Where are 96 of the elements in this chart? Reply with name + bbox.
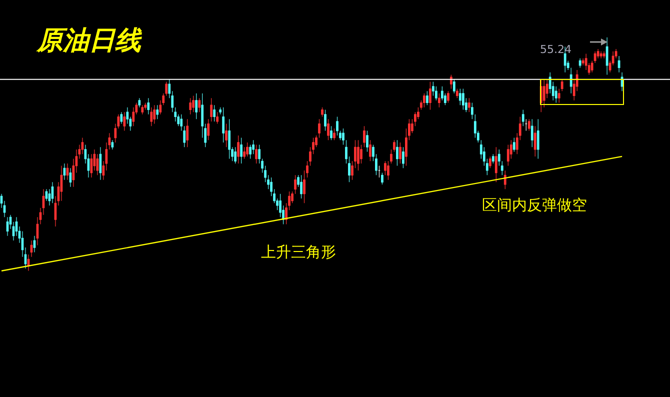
candlestick xyxy=(456,88,458,98)
candlestick xyxy=(446,90,450,104)
candlestick xyxy=(522,109,524,126)
candlestick xyxy=(534,126,536,157)
candlestick xyxy=(6,216,9,236)
candlestick xyxy=(378,166,380,178)
candlestick xyxy=(192,95,195,112)
candlestick xyxy=(249,144,252,160)
candlestick xyxy=(45,188,48,202)
candlestick xyxy=(225,123,228,148)
candlestick xyxy=(396,140,398,166)
candlestick xyxy=(33,236,36,253)
annotation: 上升三角形 xyxy=(261,243,336,261)
candlestick xyxy=(324,109,326,132)
candlestick xyxy=(195,93,198,120)
candlestick xyxy=(422,93,426,108)
candlestick xyxy=(357,140,360,171)
candlestick xyxy=(213,104,216,122)
candlestick xyxy=(153,104,156,124)
candlestick xyxy=(327,118,330,140)
candlestick xyxy=(69,168,72,188)
candlestick xyxy=(462,88,464,110)
candlestick xyxy=(207,118,210,140)
candlestick xyxy=(438,93,440,108)
candlestick xyxy=(243,146,246,160)
candlestick xyxy=(63,163,66,180)
candlestick xyxy=(381,172,384,185)
candlestick xyxy=(96,154,99,176)
candlestick xyxy=(450,74,452,90)
candlestick xyxy=(120,112,123,124)
candlestick xyxy=(530,118,534,148)
candlestick xyxy=(528,118,530,132)
candlestick xyxy=(198,98,201,112)
candlestick xyxy=(189,98,192,115)
candlestick xyxy=(492,154,494,164)
candlestick xyxy=(141,104,144,115)
candlestick xyxy=(452,79,456,94)
candlestick xyxy=(228,118,231,160)
candlestick xyxy=(222,107,225,143)
candlestick xyxy=(399,142,402,164)
candlestick xyxy=(606,37,608,76)
candlestick xyxy=(99,146,102,180)
candlestick xyxy=(60,166,63,202)
candlestick xyxy=(138,98,141,108)
candlestick xyxy=(123,112,126,132)
candlestick xyxy=(600,51,602,59)
candlestick xyxy=(300,174,302,199)
candlestick xyxy=(578,58,582,68)
candlestick xyxy=(90,154,93,178)
candlestick xyxy=(506,144,510,166)
candlestick xyxy=(333,128,336,140)
candlestick xyxy=(186,118,189,148)
candlestick xyxy=(488,156,492,168)
candlestick xyxy=(240,137,243,164)
candlestick xyxy=(432,81,434,96)
chart-title: 原油日线 xyxy=(34,26,142,56)
candlestick xyxy=(524,118,528,132)
candlestick xyxy=(542,79,546,108)
candlestick xyxy=(321,107,324,118)
candlestick xyxy=(156,104,159,120)
candlestick xyxy=(363,126,366,148)
candlestick xyxy=(234,146,237,164)
candlestick xyxy=(144,102,147,110)
candlestick xyxy=(336,116,338,136)
candlestick xyxy=(66,163,69,180)
candlestick xyxy=(426,90,428,106)
candlestick xyxy=(27,254,30,272)
annotation: 区间内反弹做空 xyxy=(482,196,587,214)
candlestick xyxy=(536,118,540,160)
candlestick xyxy=(618,56,620,73)
candlestick xyxy=(132,107,135,126)
candlestick xyxy=(330,126,332,140)
candlestick xyxy=(584,53,588,70)
candlestick xyxy=(246,142,249,157)
candlestick xyxy=(147,98,150,115)
candlestick xyxy=(468,98,470,112)
candlestick xyxy=(512,137,516,152)
candlestick xyxy=(369,140,372,162)
candlestick xyxy=(174,107,177,122)
candlestick xyxy=(366,130,368,152)
candlestick xyxy=(402,146,404,168)
candlestick xyxy=(51,182,54,204)
candlestick xyxy=(620,72,624,92)
candlestick xyxy=(596,48,600,59)
candlestick xyxy=(150,107,153,126)
candlestick xyxy=(210,98,213,122)
candlestick xyxy=(428,81,432,110)
candlestick xyxy=(216,112,219,124)
candlestick xyxy=(255,144,258,164)
candlestick xyxy=(504,170,506,190)
candlestick xyxy=(494,146,498,182)
candlestick xyxy=(111,140,114,150)
candlestick xyxy=(440,86,444,101)
candlestick xyxy=(602,51,606,59)
candlestick xyxy=(237,135,240,164)
candlestick xyxy=(30,240,33,258)
